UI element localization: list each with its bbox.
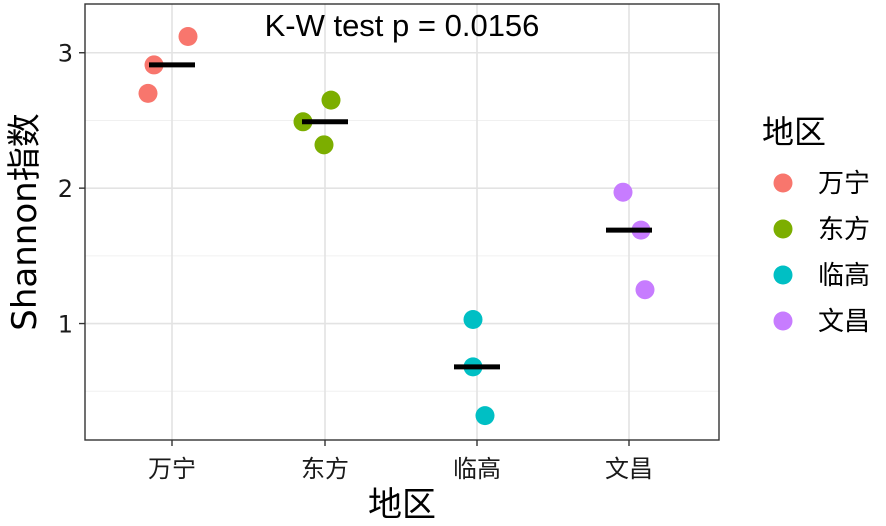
plot-border xyxy=(84,3,720,441)
data-point xyxy=(475,406,495,426)
data-point xyxy=(178,26,198,46)
x-axis-ticks: 万宁 东方 临高 文昌 xyxy=(148,440,653,483)
y-tick-label: 3 xyxy=(58,40,73,68)
legend-key xyxy=(773,311,793,331)
legend-key xyxy=(773,265,793,285)
legend-key xyxy=(773,219,793,239)
data-point xyxy=(463,309,483,329)
y-axis-title: Shannon指数 xyxy=(5,113,45,330)
x-tick-label: 东方 xyxy=(301,455,349,483)
x-tick-label: 临高 xyxy=(453,455,501,483)
legend-label: 临高 xyxy=(818,261,870,291)
x-axis-title: 地区 xyxy=(368,485,436,525)
legend-title: 地区 xyxy=(762,113,826,151)
data-point xyxy=(138,83,158,103)
annotation-text: K-W test p = 0.0156 xyxy=(265,8,540,43)
median-bars xyxy=(149,62,652,370)
data-point xyxy=(635,280,655,300)
minor-gridlines xyxy=(85,119,719,392)
y-axis-ticks: 1 2 3 xyxy=(58,40,85,339)
data-point xyxy=(321,90,341,110)
x-tick-label: 文昌 xyxy=(605,455,653,483)
legend-key xyxy=(773,173,793,193)
plot-background xyxy=(85,4,719,440)
x-tick-label: 万宁 xyxy=(148,455,196,483)
legend-label: 万宁 xyxy=(818,169,870,199)
data-point xyxy=(314,135,334,155)
data-point xyxy=(613,182,633,202)
legend-label: 东方 xyxy=(818,215,870,245)
legend-label: 文昌 xyxy=(818,307,870,337)
y-tick-label: 2 xyxy=(58,175,73,203)
y-tick-label: 1 xyxy=(58,311,73,339)
